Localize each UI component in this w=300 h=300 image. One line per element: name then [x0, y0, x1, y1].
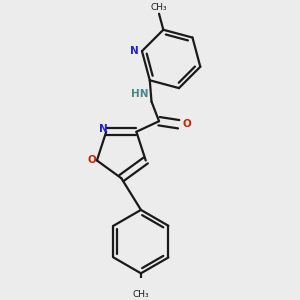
- Text: CH₃: CH₃: [150, 3, 167, 12]
- Text: CH₃: CH₃: [133, 290, 149, 299]
- Text: HN: HN: [131, 89, 148, 99]
- Text: O: O: [88, 155, 96, 166]
- Text: N: N: [99, 124, 108, 134]
- Text: N: N: [130, 46, 138, 56]
- Text: O: O: [183, 118, 191, 129]
